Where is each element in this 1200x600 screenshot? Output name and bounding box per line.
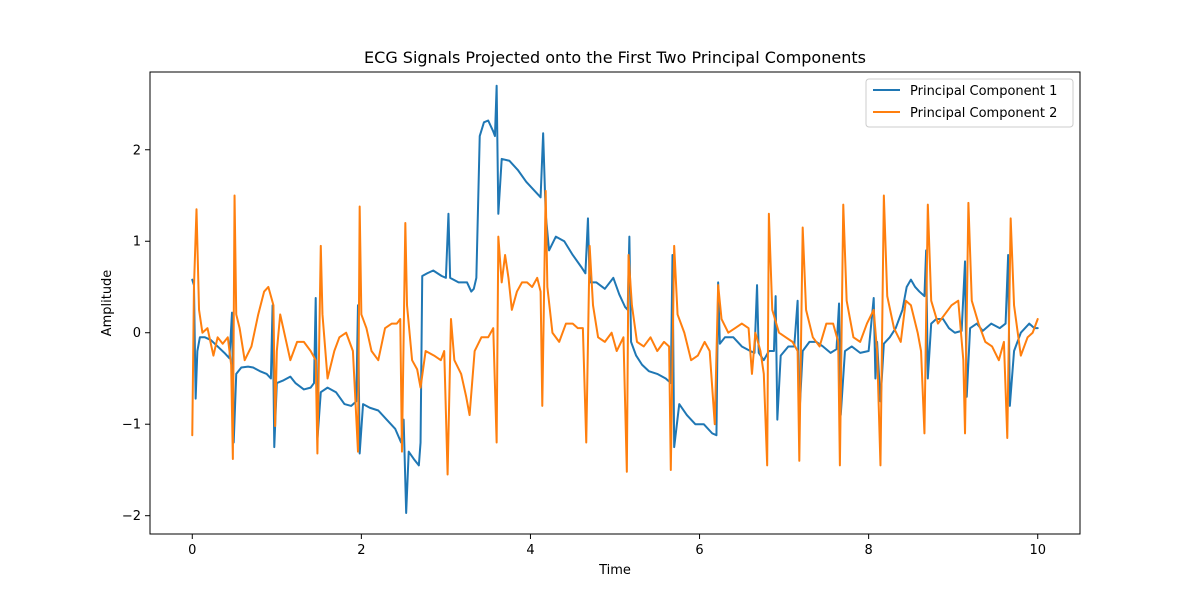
y-axis-ticks: −2 −1 0 1 2 xyxy=(122,143,150,524)
x-axis-label: Time xyxy=(598,563,631,578)
series-line-pc2 xyxy=(191,189,1039,476)
x-tick-label: 4 xyxy=(526,543,534,558)
x-tick-label: 10 xyxy=(1029,543,1046,558)
y-axis-label: Amplitude xyxy=(100,270,115,337)
y-tick-label: −2 xyxy=(122,509,141,524)
x-tick-label: 0 xyxy=(188,543,196,558)
legend-label-pc2: Principal Component 2 xyxy=(910,106,1057,121)
y-tick-label: 1 xyxy=(133,235,141,250)
y-tick-label: 0 xyxy=(133,326,141,341)
plot-frame xyxy=(149,71,1081,535)
x-axis-ticks: 0 2 4 6 8 10 xyxy=(188,534,1046,558)
legend: Principal Component 1 Principal Componen… xyxy=(865,78,1074,128)
legend-label-pc1: Principal Component 1 xyxy=(910,84,1057,99)
plot-background xyxy=(150,72,1080,534)
series-layer xyxy=(191,84,1039,514)
chart-title: ECG Signals Projected onto the First Two… xyxy=(364,48,866,67)
legend-box xyxy=(865,78,1074,128)
y-tick-label: −1 xyxy=(122,418,141,433)
x-tick-label: 6 xyxy=(695,543,703,558)
x-tick-label: 2 xyxy=(357,543,365,558)
y-tick-label: 2 xyxy=(133,143,141,158)
x-tick-label: 8 xyxy=(864,543,872,558)
